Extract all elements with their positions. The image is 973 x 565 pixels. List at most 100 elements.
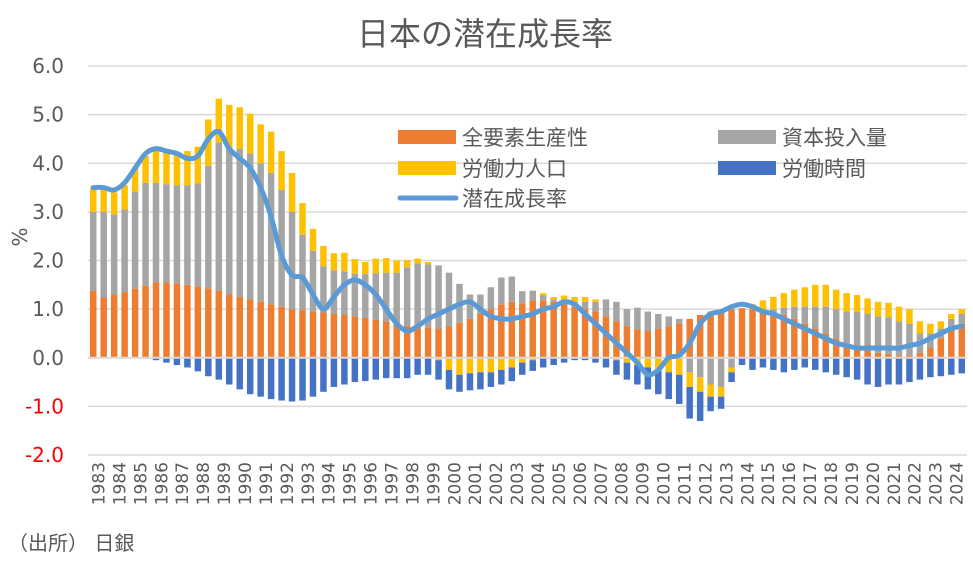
bar-segment bbox=[246, 113, 254, 154]
x-tick-label: 1995 bbox=[341, 462, 361, 505]
bar-segment bbox=[937, 357, 945, 377]
bar-segment bbox=[372, 357, 380, 380]
x-tick-label: 2011 bbox=[675, 462, 695, 505]
bar-segment bbox=[801, 287, 809, 307]
x-tick-label: 2020 bbox=[864, 462, 884, 505]
bar-segment bbox=[215, 290, 223, 358]
bar-segment bbox=[508, 301, 516, 358]
bar-segment bbox=[895, 357, 903, 385]
bar-segment bbox=[466, 318, 474, 358]
bar-segment bbox=[152, 282, 160, 358]
x-tick-label: 1984 bbox=[110, 462, 130, 505]
bar-segment bbox=[435, 328, 442, 358]
bar-segment bbox=[843, 343, 850, 358]
bar-segment bbox=[916, 352, 924, 358]
bar-segment bbox=[487, 309, 495, 358]
bar-segment bbox=[927, 348, 934, 358]
legend-swatch bbox=[398, 130, 456, 144]
legend-label: 資本投入量 bbox=[782, 126, 887, 150]
bar-segment bbox=[812, 284, 819, 307]
bar-segment bbox=[958, 357, 966, 374]
x-tick-label: 2015 bbox=[759, 462, 779, 505]
bar-segment bbox=[707, 357, 714, 385]
line-potential-growth bbox=[90, 128, 965, 378]
bar-segment bbox=[121, 185, 128, 210]
bar-segment bbox=[592, 301, 599, 312]
bar-segment bbox=[173, 283, 181, 358]
bar-segment bbox=[351, 259, 359, 274]
bar-segment bbox=[100, 189, 107, 212]
bar-segment bbox=[843, 357, 850, 378]
bar-segment bbox=[655, 369, 662, 395]
bar-segment bbox=[508, 276, 516, 302]
x-tick-label: 2022 bbox=[906, 462, 926, 505]
bar-segment bbox=[958, 309, 966, 314]
bar-segment bbox=[853, 312, 861, 348]
bar-segment bbox=[110, 192, 118, 215]
bar-segment bbox=[885, 317, 892, 354]
chart-title: 日本の潜在成長率 bbox=[357, 15, 613, 53]
bar-segment bbox=[613, 357, 620, 361]
bar-segment bbox=[466, 373, 474, 391]
bar-segment bbox=[278, 306, 285, 358]
bar-segment bbox=[142, 155, 149, 183]
bar-segment bbox=[738, 357, 746, 366]
bar-segment bbox=[686, 357, 693, 373]
bar-segment bbox=[812, 306, 819, 329]
x-tick-label: 1997 bbox=[382, 462, 402, 505]
x-tick-label: 2017 bbox=[801, 462, 821, 505]
bar-segment bbox=[780, 293, 788, 308]
bar-segment bbox=[906, 309, 913, 324]
source-note: （出所） 日銀 bbox=[8, 531, 135, 555]
bar-segment bbox=[519, 303, 526, 358]
bar-segment bbox=[686, 372, 693, 387]
y-axis-label: % bbox=[8, 227, 32, 246]
bar-segment bbox=[780, 357, 788, 373]
bar-segment bbox=[665, 316, 673, 327]
x-tick-label: 1990 bbox=[236, 462, 256, 505]
bar-segment bbox=[948, 328, 955, 358]
bar-segment bbox=[519, 357, 526, 363]
bar-segment bbox=[906, 355, 913, 358]
bar-segment bbox=[445, 357, 453, 370]
x-tick-label: 2013 bbox=[717, 462, 737, 505]
x-tick-label: 1987 bbox=[173, 462, 193, 505]
bar-segment bbox=[362, 317, 369, 358]
bar-segment bbox=[288, 211, 296, 310]
bar-segment bbox=[184, 185, 191, 285]
bar-segment bbox=[330, 313, 338, 358]
bar-segment bbox=[832, 338, 840, 358]
x-tick-label: 2001 bbox=[466, 462, 486, 505]
bar-segment bbox=[184, 357, 191, 368]
bar-segment bbox=[445, 326, 453, 358]
bar-segment bbox=[100, 297, 107, 358]
bar-segment bbox=[487, 372, 495, 387]
bar-segment bbox=[770, 296, 777, 310]
bar-segment bbox=[613, 321, 620, 358]
bar-segment bbox=[885, 353, 892, 358]
bar-segment bbox=[320, 266, 327, 313]
bar-segment bbox=[163, 184, 170, 283]
bar-segment bbox=[937, 321, 945, 329]
bar-segment bbox=[456, 322, 463, 358]
bar-segment bbox=[916, 357, 924, 380]
y-tick-label: 6.0 bbox=[32, 54, 64, 78]
bar-segment bbox=[341, 252, 348, 272]
legend-label: 労働力人口 bbox=[462, 157, 567, 181]
bar-segment bbox=[299, 357, 306, 401]
bar-segment bbox=[874, 316, 882, 353]
x-tick-label: 2000 bbox=[445, 462, 465, 505]
bar-segment bbox=[749, 309, 756, 358]
bar-segment bbox=[832, 309, 840, 339]
bar-segment bbox=[320, 312, 327, 358]
x-tick-label: 2002 bbox=[487, 462, 507, 505]
bar-segment bbox=[519, 362, 526, 375]
chart: 日本の潜在成長率 -2.0 -1.0 0.0 1.0 2.0 3.0 4.0 5.0 6.0 %… bbox=[8, 15, 968, 505]
bar-segment bbox=[142, 182, 149, 286]
bar-segment bbox=[759, 310, 767, 358]
bar-segment bbox=[529, 357, 536, 361]
bar-segment bbox=[916, 321, 924, 334]
bar-segment bbox=[372, 258, 380, 274]
bar-segment bbox=[581, 309, 589, 358]
y-tick-label: 1.0 bbox=[32, 297, 64, 321]
